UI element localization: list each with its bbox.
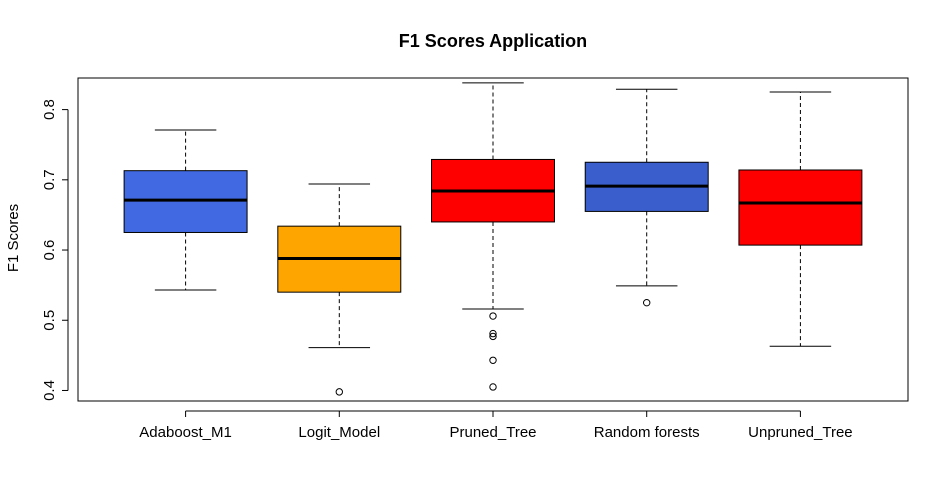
x-tick-label: Unpruned_Tree xyxy=(748,424,853,441)
iqr-box xyxy=(738,169,863,246)
y-axis-label: F1 Scores xyxy=(5,204,22,272)
y-tick-label: 0.7 xyxy=(41,169,58,190)
x-axis: Adaboost_M1 Logit_Model Pruned_Tree Random … xyxy=(139,410,853,441)
outlier-point xyxy=(489,383,497,391)
x-tick-label: Random forests xyxy=(594,424,700,441)
y-tick-label: 0.5 xyxy=(41,310,58,331)
box-adaboost-m1 xyxy=(123,129,248,291)
y-tick-label: 0.8 xyxy=(41,99,58,120)
outlier-point xyxy=(489,329,497,338)
y-tick-label: 0.4 xyxy=(41,380,58,401)
box-random-forests xyxy=(584,88,709,307)
y-axis: 0.4 0.5 0.6 0.7 0.8 xyxy=(41,99,69,401)
outlier-point xyxy=(489,312,497,320)
boxes-group xyxy=(123,82,863,396)
outlier-point xyxy=(489,356,497,364)
box-logit-model xyxy=(277,183,402,396)
y-tick-label: 0.6 xyxy=(41,240,58,261)
x-tick-label: Adaboost_M1 xyxy=(139,424,232,441)
box-pruned-tree xyxy=(431,82,555,391)
outlier-point xyxy=(643,298,651,307)
x-tick-label: Pruned_Tree xyxy=(450,424,537,441)
chart-title: F1 Scores Application xyxy=(399,31,587,51)
outlier-point xyxy=(489,332,497,341)
box-unpruned-tree xyxy=(738,91,863,347)
outlier-point xyxy=(335,388,343,396)
x-tick-label: Logit_Model xyxy=(298,424,380,441)
plot-frame xyxy=(77,77,909,402)
